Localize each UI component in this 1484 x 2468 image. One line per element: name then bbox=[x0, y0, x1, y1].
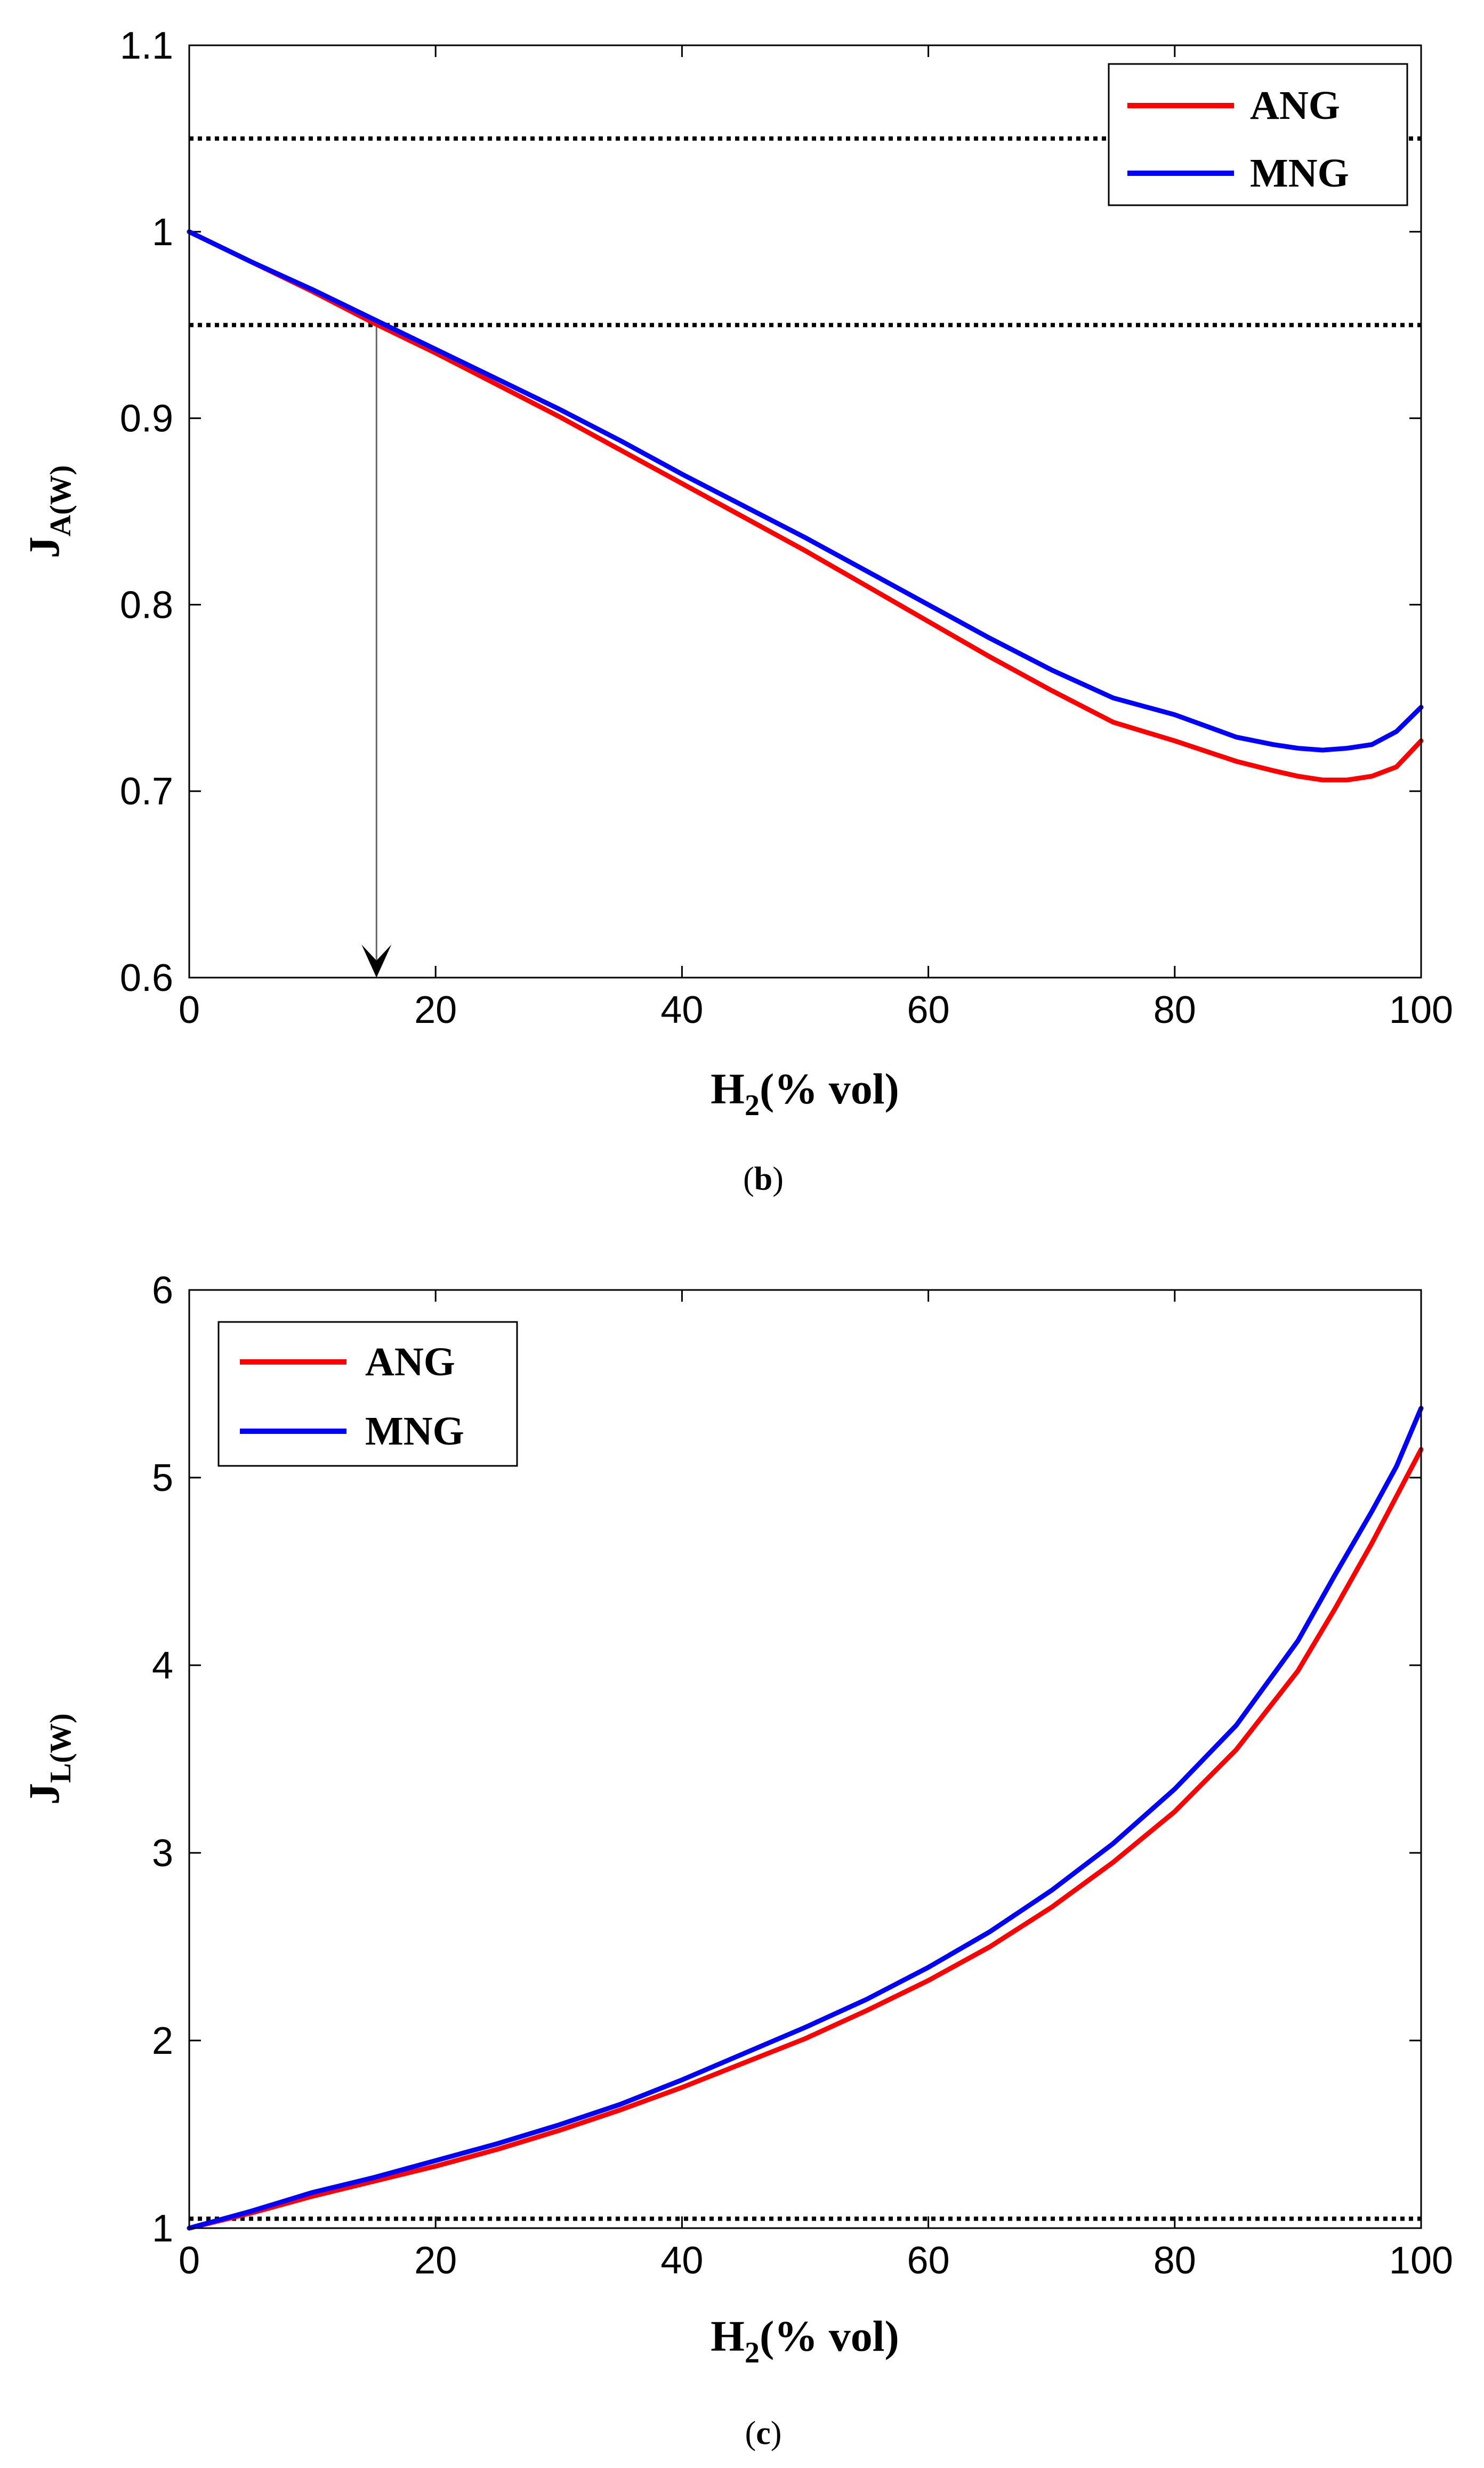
panel-b-x-label-sub: 2 bbox=[745, 1089, 760, 1122]
panel-c-legend-label-ang: ANG bbox=[365, 1340, 455, 1384]
panel-b-legend-box bbox=[1108, 63, 1408, 206]
panel-b-legend-label-ang: ANG bbox=[1250, 83, 1340, 128]
panel-c-x-tick-label: 100 bbox=[1389, 2239, 1453, 2282]
panel-b-legend-label-mng: MNG bbox=[1250, 151, 1349, 196]
panel-b-y-label-sub: A(W) bbox=[44, 465, 77, 537]
panel-b-x-tick-label: 20 bbox=[414, 989, 457, 1031]
panel-b-plot-frame bbox=[188, 44, 1422, 979]
panel-b-caption-open: ( bbox=[743, 1161, 754, 1197]
panel-c-series-mng bbox=[187, 1406, 1424, 2231]
panel-c-y-tick-label: 1 bbox=[152, 2207, 173, 2250]
panel-b-y-tick-labels: 0.6 0.7 0.8 0.9 1 1.1 bbox=[120, 25, 173, 999]
panel-b-chart: 0 20 40 60 80 100 0.60.70.80.911.1 ANG MNG JA… bbox=[20, 25, 1453, 1197]
panel-c-x-label-main: H bbox=[711, 2312, 745, 2360]
panel-b-y-tick-label: 1.1 bbox=[120, 25, 173, 67]
panel-c-x-tick-label: 20 bbox=[414, 2239, 457, 2282]
panel-b-legend: ANG MNG bbox=[1108, 63, 1408, 206]
panel-c-x-tick-labels: 0 20 40 60 80 100 bbox=[179, 2239, 1453, 2282]
panel-c-x-tick-label: 40 bbox=[660, 2239, 703, 2282]
panel-c-caption-open: ( bbox=[745, 2415, 756, 2451]
panel-c-y-label-sub: L(W) bbox=[44, 1713, 77, 1783]
panel-b-x-tick-label: 0 bbox=[179, 989, 200, 1031]
panel-c-y-label-main: J bbox=[20, 1783, 68, 1805]
panel-c-caption-close: ) bbox=[771, 2415, 782, 2451]
panel-c-legend-label-mng: MNG bbox=[365, 1409, 464, 1454]
panel-b-y-tick-label: 1 bbox=[152, 211, 173, 254]
panel-c-y-axis-label: JL(W) bbox=[20, 1713, 77, 1805]
panel-c-x-tick-label: 80 bbox=[1154, 2239, 1196, 2282]
panel-b-x-tick-label: 40 bbox=[660, 989, 703, 1031]
panel-b-y-axis-label: JA(W) bbox=[20, 465, 77, 559]
panel-b-x-tick-label: 100 bbox=[1389, 989, 1453, 1031]
panel-c-x-tick-label: 60 bbox=[907, 2239, 950, 2282]
panel-b-x-axis-label: H2(% vol) bbox=[711, 1064, 899, 1122]
panel-c-plot-frame bbox=[188, 1289, 1422, 2229]
panel-b-y-tick-label: 0.6 bbox=[120, 957, 173, 999]
panel-c-y-tick-label: 3 bbox=[152, 1832, 173, 1875]
panel-b-x-tick-label: 80 bbox=[1154, 989, 1196, 1031]
panel-b-x-tick-label: 60 bbox=[907, 989, 950, 1031]
panel-b-x-label-rest: (% vol) bbox=[760, 1064, 899, 1113]
panel-c-x-tick-label: 0 bbox=[179, 2239, 200, 2282]
panel-b-caption: (b) bbox=[743, 1161, 784, 1197]
panel-c-legend-box bbox=[217, 1321, 518, 1467]
panel-c-series-ang bbox=[187, 1447, 1424, 2231]
panel-b-arrow-annotation bbox=[361, 325, 392, 978]
panel-c-legend: ANG MNG bbox=[217, 1321, 518, 1467]
panel-c-caption-letter: c bbox=[756, 2415, 771, 2451]
panel-b-y-tick-label: 0.9 bbox=[120, 398, 173, 440]
panel-c-y-tick-label: 5 bbox=[152, 1457, 173, 1499]
panel-c-x-label-rest: (% vol) bbox=[760, 2312, 899, 2360]
panel-b-y-label-main: J bbox=[20, 536, 68, 558]
panel-c-series bbox=[187, 1406, 1424, 2231]
panel-b-y-tick-label: 0.8 bbox=[120, 584, 173, 626]
panel-b-series-mng bbox=[187, 229, 1424, 753]
panel-b-caption-close: ) bbox=[772, 1161, 784, 1197]
panel-b-x-tick-labels: 0 20 40 60 80 100 bbox=[179, 989, 1453, 1031]
panel-c-caption: (c) bbox=[745, 2415, 782, 2451]
panel-b-caption-letter: b bbox=[754, 1161, 772, 1197]
panel-c-y-tick-label: 6 bbox=[152, 1269, 173, 1312]
panel-c-x-label-sub: 2 bbox=[745, 2336, 760, 2369]
panel-b-series-ang bbox=[187, 229, 1424, 783]
panel-b-series bbox=[187, 229, 1424, 783]
panel-c-y-tick-labels: 1 2 3 4 5 6 bbox=[152, 1269, 173, 2250]
panel-c-x-axis-label: H2(% vol) bbox=[711, 2312, 899, 2369]
panel-c-y-tick-label: 4 bbox=[152, 1644, 173, 1687]
panel-b-y-tick-label: 0.7 bbox=[120, 770, 173, 813]
panel-c-y-tick-label: 2 bbox=[152, 2020, 173, 2062]
panel-b-x-label-main: H bbox=[711, 1064, 745, 1113]
panel-b-arrow-head bbox=[361, 945, 392, 978]
